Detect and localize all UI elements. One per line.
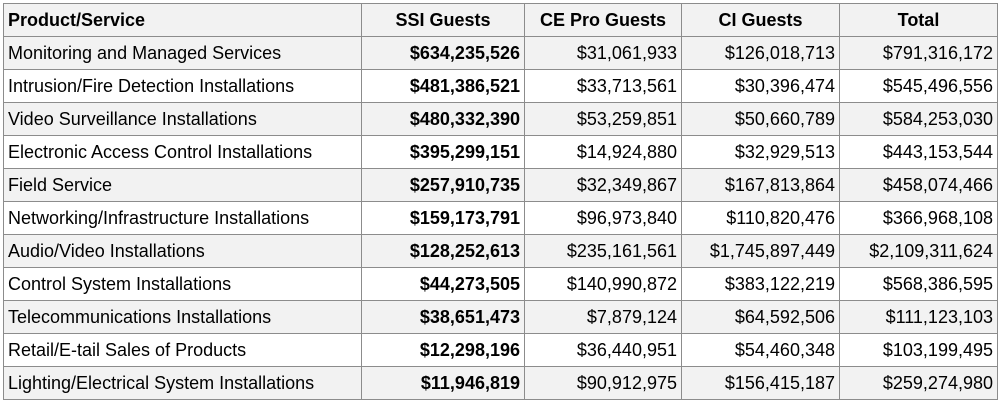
table-row: Telecommunications Installations $38,651… xyxy=(3,300,998,334)
cell-total: $568,386,595 xyxy=(839,267,998,301)
cell-ci-guests: $32,929,513 xyxy=(681,135,840,169)
cell-product-service: Networking/Infrastructure Installations xyxy=(3,201,362,235)
cell-product-service: Telecommunications Installations xyxy=(3,300,362,334)
cell-ci-guests: $167,813,864 xyxy=(681,168,840,202)
table-row: Field Service $257,910,735 $32,349,867 $… xyxy=(3,168,998,202)
cell-ci-guests: $156,415,187 xyxy=(681,366,840,400)
cell-total: $791,316,172 xyxy=(839,36,998,70)
cell-ssi-guests: $395,299,151 xyxy=(361,135,525,169)
cell-total: $443,153,544 xyxy=(839,135,998,169)
cell-total: $111,123,103 xyxy=(839,300,998,334)
cell-ce-pro-guests: $53,259,851 xyxy=(524,102,682,136)
cell-ssi-guests: $12,298,196 xyxy=(361,333,525,367)
cell-ce-pro-guests: $90,912,975 xyxy=(524,366,682,400)
table-row: Intrusion/Fire Detection Installations $… xyxy=(3,69,998,103)
cell-product-service: Field Service xyxy=(3,168,362,202)
cell-total: $584,253,030 xyxy=(839,102,998,136)
cell-ce-pro-guests: $235,161,561 xyxy=(524,234,682,268)
cell-ssi-guests: $480,332,390 xyxy=(361,102,525,136)
header-ssi-guests: SSI Guests xyxy=(361,3,525,37)
cell-ssi-guests: $128,252,613 xyxy=(361,234,525,268)
cell-total: $2,109,311,624 xyxy=(839,234,998,268)
cell-product-service: Video Surveillance Installations xyxy=(3,102,362,136)
cell-product-service: Control System Installations xyxy=(3,267,362,301)
cell-total: $366,968,108 xyxy=(839,201,998,235)
cell-product-service: Lighting/Electrical System Installations xyxy=(3,366,362,400)
cell-total: $458,074,466 xyxy=(839,168,998,202)
cell-ce-pro-guests: $33,713,561 xyxy=(524,69,682,103)
table-row: Electronic Access Control Installations … xyxy=(3,135,998,169)
cell-total: $259,274,980 xyxy=(839,366,998,400)
cell-ci-guests: $30,396,474 xyxy=(681,69,840,103)
cell-ce-pro-guests: $7,879,124 xyxy=(524,300,682,334)
revenue-table: Product/Service SSI Guests CE Pro Guests… xyxy=(3,3,998,400)
cell-ce-pro-guests: $14,924,880 xyxy=(524,135,682,169)
cell-ssi-guests: $257,910,735 xyxy=(361,168,525,202)
cell-ci-guests: $50,660,789 xyxy=(681,102,840,136)
cell-ce-pro-guests: $96,973,840 xyxy=(524,201,682,235)
cell-ssi-guests: $44,273,505 xyxy=(361,267,525,301)
cell-product-service: Monitoring and Managed Services xyxy=(3,36,362,70)
cell-ssi-guests: $38,651,473 xyxy=(361,300,525,334)
header-product-service: Product/Service xyxy=(3,3,362,37)
cell-ce-pro-guests: $140,990,872 xyxy=(524,267,682,301)
cell-ci-guests: $54,460,348 xyxy=(681,333,840,367)
cell-ssi-guests: $11,946,819 xyxy=(361,366,525,400)
cell-ci-guests: $126,018,713 xyxy=(681,36,840,70)
cell-product-service: Electronic Access Control Installations xyxy=(3,135,362,169)
cell-ce-pro-guests: $32,349,867 xyxy=(524,168,682,202)
header-total: Total xyxy=(839,3,998,37)
table-row: Lighting/Electrical System Installations… xyxy=(3,366,998,400)
cell-total: $545,496,556 xyxy=(839,69,998,103)
table-row: Audio/Video Installations $128,252,613 $… xyxy=(3,234,998,268)
cell-ci-guests: $110,820,476 xyxy=(681,201,840,235)
cell-product-service: Audio/Video Installations xyxy=(3,234,362,268)
cell-ci-guests: $383,122,219 xyxy=(681,267,840,301)
table-row: Monitoring and Managed Services $634,235… xyxy=(3,36,998,70)
cell-ce-pro-guests: $36,440,951 xyxy=(524,333,682,367)
table-row: Video Surveillance Installations $480,33… xyxy=(3,102,998,136)
cell-ssi-guests: $159,173,791 xyxy=(361,201,525,235)
table-row: Control System Installations $44,273,505… xyxy=(3,267,998,301)
header-ci-guests: CI Guests xyxy=(681,3,840,37)
header-row: Product/Service SSI Guests CE Pro Guests… xyxy=(3,3,998,37)
cell-product-service: Intrusion/Fire Detection Installations xyxy=(3,69,362,103)
cell-product-service: Retail/E-tail Sales of Products xyxy=(3,333,362,367)
cell-ce-pro-guests: $31,061,933 xyxy=(524,36,682,70)
cell-ssi-guests: $634,235,526 xyxy=(361,36,525,70)
header-ce-pro-guests: CE Pro Guests xyxy=(524,3,682,37)
cell-total: $103,199,495 xyxy=(839,333,998,367)
table-row: Networking/Infrastructure Installations … xyxy=(3,201,998,235)
cell-ci-guests: $64,592,506 xyxy=(681,300,840,334)
table-row: Retail/E-tail Sales of Products $12,298,… xyxy=(3,333,998,367)
cell-ci-guests: $1,745,897,449 xyxy=(681,234,840,268)
cell-ssi-guests: $481,386,521 xyxy=(361,69,525,103)
